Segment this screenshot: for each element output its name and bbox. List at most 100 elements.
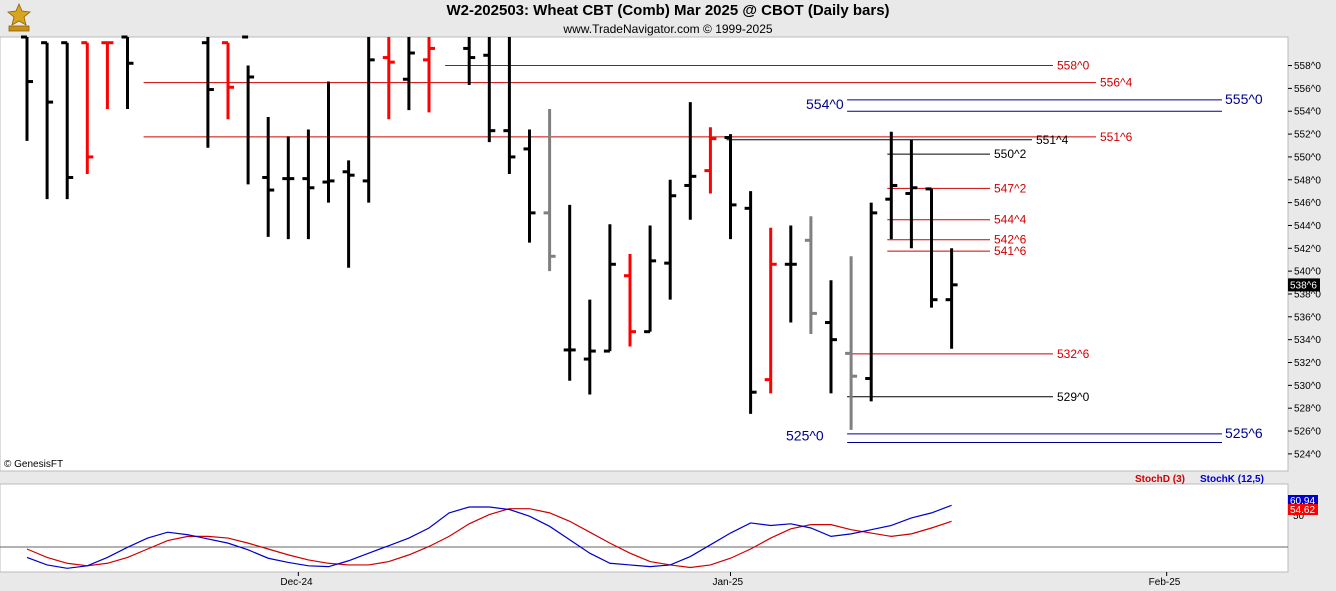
price-level-label: 551^6 [1100,130,1133,144]
price-bar [684,102,697,220]
price-level-label: 556^4 [1100,76,1133,90]
price-level-label: 555^0 [1225,91,1263,107]
price-bar [945,248,958,349]
legend-stochd: StochD (3) [1135,474,1185,485]
price-bar [222,41,234,120]
price-tick-label: 546^0 [1294,198,1321,209]
stoch-axis-tick: 50 [1293,511,1305,522]
price-plot-area[interactable] [0,36,1289,472]
price-bar [704,127,717,194]
last-price-label: 538^6 [1290,280,1317,291]
price-bar [664,179,677,300]
price-bar [242,35,255,185]
price-bar [41,41,54,200]
price-tick-label: 524^0 [1294,449,1321,460]
price-tick-label: 558^0 [1294,61,1321,72]
price-bar [845,256,858,430]
price-bar [503,37,516,175]
stoch-series-line [26,504,952,569]
price-bar [543,108,556,272]
price-bar [362,37,375,203]
price-panel[interactable]: 558^0 556^4 554^0 555^0 551^6 551^4 550^2 547^2… [0,35,1321,472]
price-bar [624,254,636,347]
price-tick-label: 548^0 [1294,175,1321,186]
last-price-badge: 538^6 [1288,278,1320,292]
gold-bull-bear-icon [7,2,31,32]
chart-subtitle: www.TradeNavigator.com © 1999-2025 [563,22,773,36]
price-bar [784,225,797,323]
bars-layer [21,35,958,430]
price-bar [563,204,576,381]
legend-stochk: StochK (12,5) [1200,474,1264,485]
price-bar [81,41,94,175]
price-axis: 524^0 526^0 528^0 530^0 532^0 534^0 536^0 538^0… [1288,61,1321,460]
price-level-label: 558^0 [1057,59,1090,73]
price-tick-label: 550^0 [1294,152,1321,163]
price-bar [262,116,275,237]
date-axis: Dec-24 Jan-25 Feb-25 [280,572,1181,588]
chart-title: W2-202503: Wheat CBT (Comb) Mar 2025 @ C… [446,2,890,19]
date-tick-label: Feb-25 [1149,577,1181,588]
price-bar [423,37,435,113]
price-bar [885,131,898,240]
price-bar [121,35,134,109]
price-bar [925,187,938,308]
stochastic-plot-area[interactable] [0,483,1289,573]
price-bar [322,81,335,203]
price-tick-label: 528^0 [1294,404,1321,415]
price-bar [402,37,415,111]
price-bar [905,139,918,249]
price-bar [201,37,214,148]
price-bar [644,225,657,334]
price-level-label: 525^6 [1225,425,1263,441]
price-tick-label: 542^0 [1294,244,1321,255]
price-tick-label: 534^0 [1294,335,1321,346]
price-level-label: 542^6 [994,233,1027,247]
price-level-label: 550^2 [994,147,1027,161]
price-tick-label: 554^0 [1294,107,1321,118]
price-level-label: 529^0 [1057,390,1090,404]
price-bar [744,191,757,414]
price-level-label: 547^2 [994,181,1027,195]
price-bar [583,299,596,395]
price-tick-label: 556^0 [1294,84,1321,95]
price-level-label: 525^0 [786,427,824,443]
levels-layer: 558^0 556^4 554^0 555^0 551^6 551^4 550^2 547^2… [143,59,1263,443]
price-tick-label: 540^0 [1294,267,1321,278]
price-bar [865,202,878,402]
price-level-label: 554^0 [806,96,844,112]
price-tick-label: 526^0 [1294,427,1321,438]
price-level-label: 532^6 [1057,347,1090,361]
price-bar [804,216,817,334]
price-tick-label: 532^0 [1294,358,1321,369]
price-bar [342,160,355,268]
price-tick-label: 544^0 [1294,221,1321,232]
price-bar [724,134,737,240]
price-bar [523,129,536,243]
price-bar [603,224,616,353]
price-bar [282,136,295,240]
price-bar [302,129,315,240]
price-bar [382,37,395,120]
price-tick-label: 530^0 [1294,381,1321,392]
stochastic-panel[interactable]: StochD (3) StochK (12,5) 50 60.94 54.62 [0,474,1318,573]
price-bar [764,227,777,394]
price-bar [101,41,114,109]
price-bar [825,280,837,394]
stochk-value-label: 60.94 [1290,496,1315,507]
price-tick-label: 552^0 [1294,130,1321,141]
price-bar [21,35,33,141]
price-level-label: 544^4 [994,213,1027,227]
stochastic-lines [0,504,1288,569]
stoch-series-line [26,508,952,569]
price-level-label: 541^6 [994,244,1027,258]
price-bar [463,37,476,85]
price-bar [61,41,74,200]
date-tick-label: Dec-24 [280,577,313,588]
stochd-value-label: 54.62 [1290,505,1315,516]
date-tick-label: Jan-25 [713,577,744,588]
price-tick-label: 538^0 [1294,289,1321,300]
copyright-label: © GenesisFT [4,459,63,470]
price-tick-label: 536^0 [1294,312,1321,323]
